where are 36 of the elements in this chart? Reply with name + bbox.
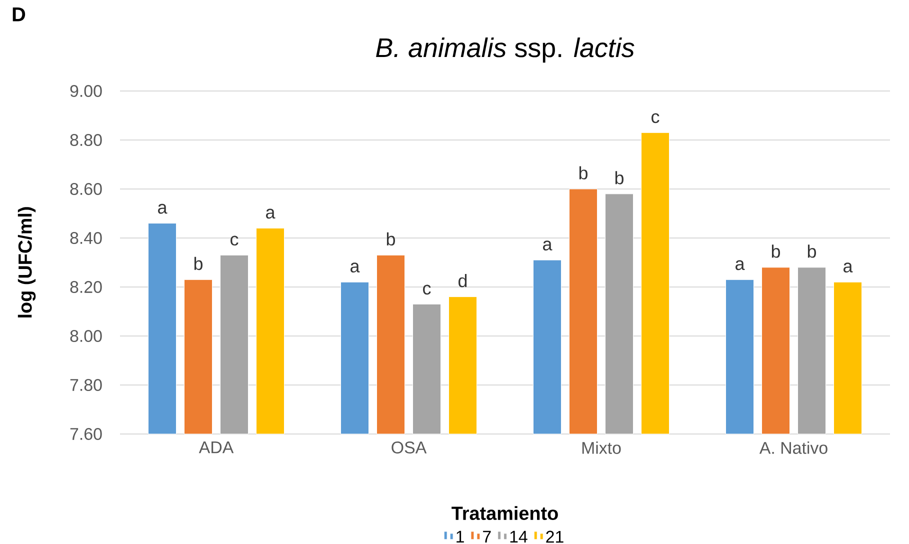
- y-tick-label: 8.20: [70, 280, 102, 293]
- data-label: b: [194, 256, 202, 270]
- y-tick-label: 9.00: [70, 84, 102, 97]
- data-label: b: [615, 171, 624, 184]
- y-tick-label: 7.60: [70, 428, 102, 440]
- text: D: [12, 8, 26, 22]
- legend-label: 14: [510, 530, 528, 543]
- legend-label: 1: [456, 530, 464, 543]
- x-axis-title: Tratamiento: [452, 506, 558, 520]
- y-tick-label: 8.60: [70, 182, 102, 195]
- x-tick-label: ADA: [198, 442, 234, 454]
- data-label: a: [736, 260, 745, 270]
- legend-label: 7: [483, 530, 491, 543]
- data-label: b: [772, 244, 780, 258]
- y-tick-label: 8.00: [70, 330, 102, 342]
- legend-label: 21: [546, 530, 564, 543]
- data-label: d: [458, 274, 467, 288]
- data-label: b: [386, 232, 395, 246]
- data-label: a: [158, 204, 168, 214]
- data-label: b: [808, 244, 816, 258]
- chart-title: B. animalis ssp. lactis: [376, 38, 634, 63]
- x-tick-label: OSA: [392, 442, 427, 454]
- y-tick-label: 8.40: [70, 232, 102, 244]
- data-label: c: [652, 113, 660, 124]
- x-tick-label: A. Nativo: [759, 442, 828, 454]
- data-label: a: [350, 262, 360, 273]
- x-tick-label: Mixto: [582, 442, 621, 454]
- data-label: a: [844, 262, 853, 273]
- data-label: c: [230, 236, 238, 246]
- y-tick-label: 7.80: [70, 378, 102, 391]
- data-label: c: [423, 284, 431, 295]
- y-axis-title: log (UFC/ml): [18, 207, 36, 318]
- data-label: b: [579, 166, 588, 180]
- data-label: a: [543, 240, 552, 250]
- data-label: a: [266, 208, 276, 219]
- y-tick-label: 8.80: [70, 134, 102, 146]
